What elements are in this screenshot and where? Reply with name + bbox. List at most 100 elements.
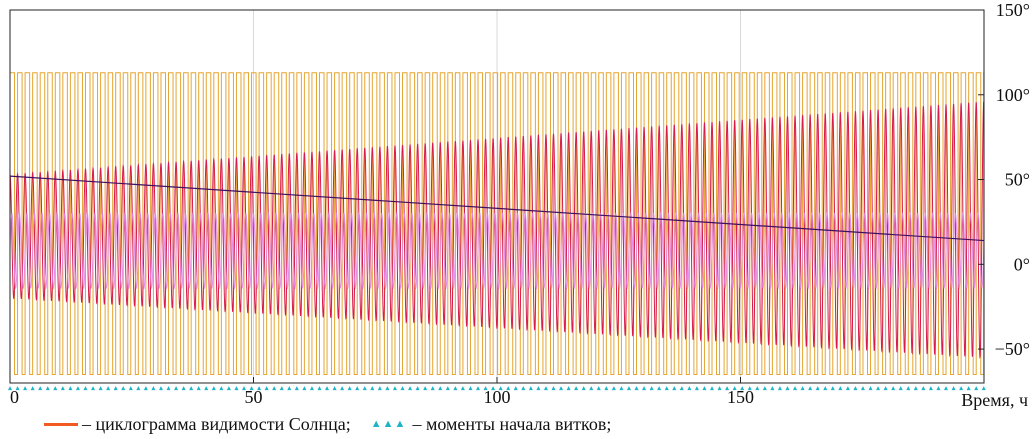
orbit-start-marker	[370, 386, 375, 391]
legend-item-sun-visibility: – циклограмма видимости Солнца;	[44, 414, 351, 435]
orbit-start-marker	[596, 386, 601, 391]
orbit-start-marker	[543, 386, 548, 391]
orbit-start-marker	[128, 386, 133, 391]
orbit-start-marker	[974, 386, 979, 391]
orbit-start-marker	[8, 386, 12, 391]
x-tick-label: 100	[484, 387, 511, 407]
orbit-start-marker	[913, 386, 918, 391]
orbit-start-marker	[710, 386, 715, 391]
y-tick-label: −50°	[995, 339, 1030, 359]
orbit-start-marker	[536, 386, 541, 391]
orbit-start-marker	[574, 386, 579, 391]
orbit-start-marker	[891, 386, 896, 391]
orbit-start-marker	[513, 386, 518, 391]
orbit-start-marker	[732, 386, 737, 391]
orbit-start-marker	[619, 386, 624, 391]
orbit-start-marker	[257, 386, 262, 391]
x-tick-label: 0	[10, 387, 19, 407]
orbit-start-marker	[966, 386, 971, 391]
series-inner-oscillation	[9, 212, 985, 290]
orbit-start-marker	[642, 386, 647, 391]
series-sun-visibility-cyclogram	[10, 72, 985, 376]
orbit-start-marker	[272, 386, 277, 391]
orbit-start-marker	[981, 386, 986, 391]
orbit-start-marker	[830, 386, 835, 391]
orbit-start-marker	[438, 386, 443, 391]
orbit-start-marker	[626, 386, 631, 391]
orbit-start-marker	[694, 386, 699, 391]
orbit-start-marker	[649, 386, 654, 391]
orbit-start-marker	[770, 386, 775, 391]
orbit-start-marker	[166, 386, 171, 391]
orbit-start-marker	[468, 386, 473, 391]
orbit-start-marker	[793, 386, 798, 391]
x-axis-label: Время, ч	[961, 390, 1028, 410]
triangle-markers-icon: ▲▲▲	[370, 418, 407, 430]
orbit-start-marker	[249, 386, 254, 391]
x-tick-label: 50	[245, 387, 263, 407]
orbit-start-marker	[415, 386, 420, 391]
orbit-start-marker	[823, 386, 828, 391]
orbit-start-marker	[106, 386, 111, 391]
orbit-start-marker	[355, 386, 360, 391]
orbit-start-markers	[8, 386, 986, 391]
orbit-start-marker	[838, 386, 843, 391]
orbit-start-marker	[347, 386, 352, 391]
chart: 0 50 100 150 150° 100° 50° 0° −50° Время, ч	[8, 0, 1030, 410]
series-layer	[8, 72, 986, 391]
orbit-start-marker	[325, 386, 330, 391]
axes	[9, 9, 985, 384]
orbit-start-marker	[68, 386, 73, 391]
orbit-start-marker	[264, 386, 269, 391]
orbit-start-marker	[75, 386, 80, 391]
orbit-start-marker	[521, 386, 526, 391]
orbit-start-marker	[408, 386, 413, 391]
orbit-start-marker	[196, 386, 201, 391]
orbit-start-marker	[755, 386, 760, 391]
orbit-start-marker	[491, 386, 496, 391]
orbit-start-marker	[38, 386, 43, 391]
orbit-start-marker	[506, 386, 511, 391]
orbit-start-marker	[30, 386, 35, 391]
legend-label-sun-visibility: – циклограмма видимости Солнца;	[82, 413, 351, 434]
orbit-start-marker	[226, 386, 231, 391]
orbit-start-marker	[906, 386, 911, 391]
orbit-start-marker	[340, 386, 345, 391]
orbit-start-marker	[151, 386, 156, 391]
orbit-start-marker	[60, 386, 65, 391]
orbit-start-marker	[430, 386, 435, 391]
orbit-start-marker	[528, 386, 533, 391]
orbit-start-marker	[460, 386, 465, 391]
orbit-start-marker	[853, 386, 858, 391]
orbit-start-marker	[634, 386, 639, 391]
orbit-start-marker	[845, 386, 850, 391]
orbit-start-marker	[898, 386, 903, 391]
orbit-start-marker	[483, 386, 488, 391]
orbit-start-marker	[181, 386, 186, 391]
orbit-start-marker	[672, 386, 677, 391]
orbit-start-marker	[15, 386, 20, 391]
orbit-start-marker	[445, 386, 450, 391]
orbit-start-marker	[815, 386, 820, 391]
orbit-start-marker	[717, 386, 722, 391]
orbit-start-marker	[808, 386, 813, 391]
orbit-start-marker	[294, 386, 299, 391]
orbit-start-marker	[566, 386, 571, 391]
orbit-start-marker	[385, 386, 390, 391]
orbit-start-marker	[400, 386, 405, 391]
orbit-start-marker	[362, 386, 367, 391]
legend: – циклограмма видимости Солнца; ▲▲▲ – мо…	[44, 412, 631, 436]
legend-line-icon	[44, 422, 78, 426]
orbit-start-marker	[98, 386, 103, 391]
orbit-start-marker	[868, 386, 873, 391]
orbit-start-marker	[604, 386, 609, 391]
orbit-start-marker	[762, 386, 767, 391]
orbit-start-marker	[113, 386, 118, 391]
orbit-start-marker	[234, 386, 239, 391]
orbit-start-marker	[211, 386, 216, 391]
orbit-start-marker	[777, 386, 782, 391]
orbit-start-marker	[928, 386, 933, 391]
orbit-start-marker	[921, 386, 926, 391]
orbit-start-marker	[136, 386, 141, 391]
y-tick-label: 50°	[1005, 170, 1030, 190]
